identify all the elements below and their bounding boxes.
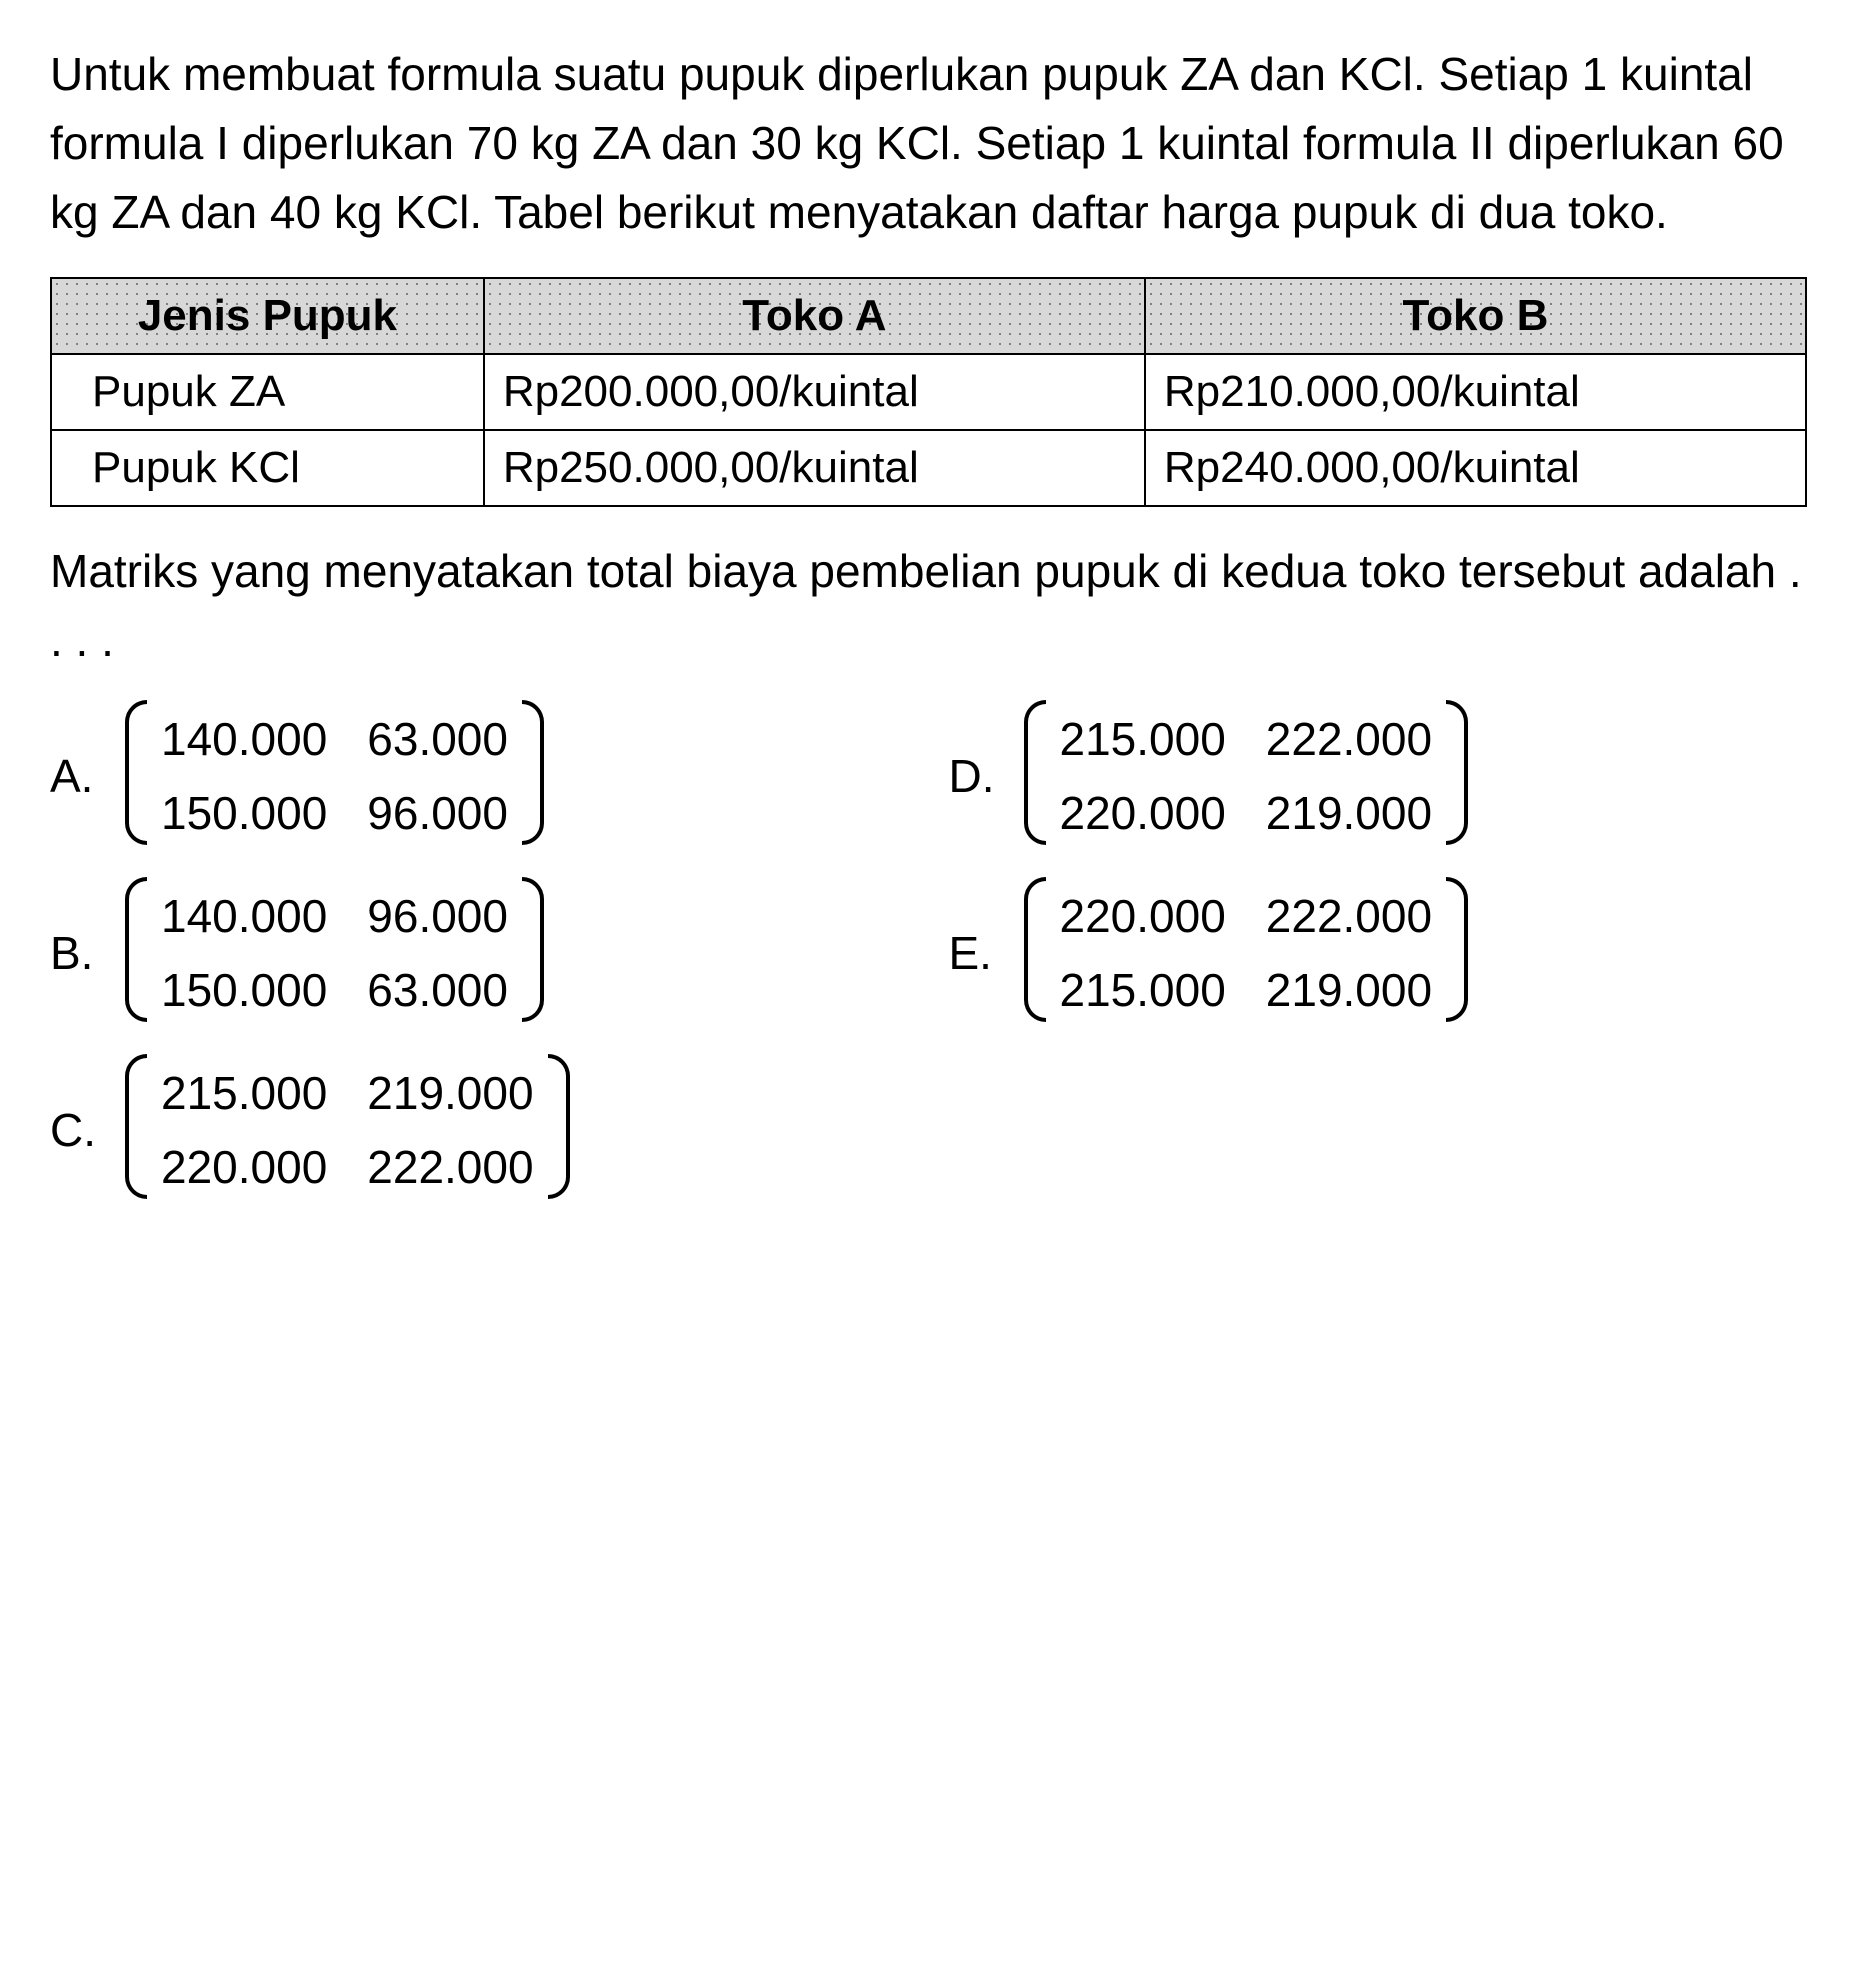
- cell-a: Rp250.000,00/kuintal: [484, 430, 1145, 506]
- paren-right-icon: [522, 700, 544, 845]
- matrix-cell: 222.000: [1266, 889, 1432, 943]
- matrix-b: 140.000 96.000 150.000 63.000: [125, 877, 544, 1029]
- paren-right-icon: [548, 1054, 570, 1199]
- matrix-cell: 150.000: [161, 786, 327, 840]
- matrix-d: 215.000 222.000 220.000 219.000: [1024, 700, 1469, 852]
- matrix-cell: 222.000: [1266, 712, 1432, 766]
- matrix-c: 215.000 219.000 220.000 222.000: [125, 1054, 570, 1206]
- col-header-jenis: Jenis Pupuk: [51, 278, 484, 354]
- matrix-cell: 222.000: [367, 1140, 533, 1194]
- option-e: E. 220.000 222.000 215.000 219.000: [949, 877, 1808, 1029]
- matrix-cell: 63.000: [367, 712, 508, 766]
- table-row: Pupuk ZA Rp200.000,00/kuintal Rp210.000,…: [51, 354, 1806, 430]
- option-d: D. 215.000 222.000 220.000 219.000: [949, 700, 1808, 852]
- problem-statement: Untuk membuat formula suatu pupuk diperl…: [50, 40, 1807, 247]
- table-row: Pupuk KCl Rp250.000,00/kuintal Rp240.000…: [51, 430, 1806, 506]
- option-letter: E.: [949, 926, 1004, 980]
- cell-b: Rp210.000,00/kuintal: [1145, 354, 1806, 430]
- paren-right-icon: [1446, 877, 1468, 1022]
- matrix-e: 220.000 222.000 215.000 219.000: [1024, 877, 1469, 1029]
- matrix-cell: 220.000: [1060, 786, 1226, 840]
- col-header-toko-a: Toko A: [484, 278, 1145, 354]
- option-c: C. 215.000 219.000 220.000 222.000: [50, 1054, 909, 1206]
- option-letter: B.: [50, 926, 105, 980]
- option-letter: D.: [949, 749, 1004, 803]
- matrix-cell: 219.000: [1266, 963, 1432, 1017]
- col-header-toko-b: Toko B: [1145, 278, 1806, 354]
- matrix-cell: 96.000: [367, 786, 508, 840]
- table-header-row: Jenis Pupuk Toko A Toko B: [51, 278, 1806, 354]
- cell-name: Pupuk ZA: [51, 354, 484, 430]
- option-a: A. 140.000 63.000 150.000 96.000: [50, 700, 909, 852]
- matrix-cell: 219.000: [1266, 786, 1432, 840]
- price-table: Jenis Pupuk Toko A Toko B Pupuk ZA Rp200…: [50, 277, 1807, 507]
- paren-left-icon: [1024, 877, 1046, 1022]
- matrix-cell: 96.000: [367, 889, 508, 943]
- paren-right-icon: [1446, 700, 1468, 845]
- matrix-cell: 215.000: [161, 1066, 327, 1120]
- question-text: Matriks yang menyatakan total biaya pemb…: [50, 537, 1807, 675]
- cell-b: Rp240.000,00/kuintal: [1145, 430, 1806, 506]
- matrix-cell: 220.000: [1060, 889, 1226, 943]
- matrix-cell: 219.000: [367, 1066, 533, 1120]
- matrix-a: 140.000 63.000 150.000 96.000: [125, 700, 544, 852]
- matrix-cell: 63.000: [367, 963, 508, 1017]
- paren-left-icon: [1024, 700, 1046, 845]
- matrix-cell: 215.000: [1060, 963, 1226, 1017]
- option-b: B. 140.000 96.000 150.000 63.000: [50, 877, 909, 1029]
- matrix-cell: 220.000: [161, 1140, 327, 1194]
- cell-a: Rp200.000,00/kuintal: [484, 354, 1145, 430]
- option-letter: C.: [50, 1103, 105, 1157]
- options-grid: A. 140.000 63.000 150.000 96.000 D. 215.…: [50, 700, 1807, 1206]
- paren-left-icon: [125, 877, 147, 1022]
- paren-right-icon: [522, 877, 544, 1022]
- matrix-cell: 150.000: [161, 963, 327, 1017]
- cell-name: Pupuk KCl: [51, 430, 484, 506]
- blank-cell: [949, 1054, 1808, 1206]
- paren-left-icon: [125, 700, 147, 845]
- matrix-cell: 140.000: [161, 889, 327, 943]
- matrix-cell: 140.000: [161, 712, 327, 766]
- paren-left-icon: [125, 1054, 147, 1199]
- matrix-cell: 215.000: [1060, 712, 1226, 766]
- option-letter: A.: [50, 749, 105, 803]
